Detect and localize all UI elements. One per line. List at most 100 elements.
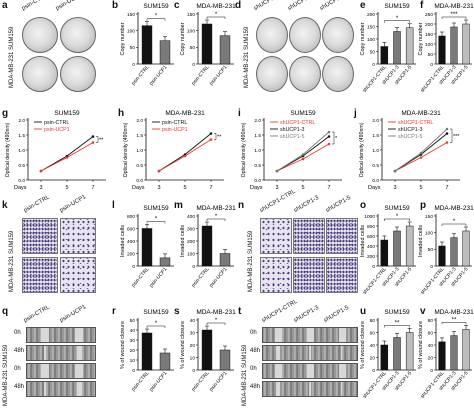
wound-image xyxy=(26,327,96,343)
data-point xyxy=(327,142,331,146)
y-tick-label: 600 xyxy=(367,234,375,240)
chart-title: MDA-MB-231 xyxy=(434,205,474,212)
bar xyxy=(393,230,401,267)
significance-bracket xyxy=(146,325,166,328)
panel-letter-p: p xyxy=(420,200,427,211)
x-tick-label: psin-UCP1 xyxy=(208,64,228,87)
bar xyxy=(450,26,458,65)
bar xyxy=(450,237,458,267)
invasion-membrane xyxy=(260,218,292,254)
y-tick-label: 0 xyxy=(192,368,195,374)
significance-label: * xyxy=(215,318,218,324)
y-tick-label: 0 xyxy=(372,368,375,374)
chart-title: SUM159 xyxy=(290,110,316,117)
data-point xyxy=(157,169,161,173)
colony-dish xyxy=(60,56,96,92)
data-point xyxy=(209,138,213,141)
y-tick-label: 0 xyxy=(132,264,135,270)
x-tick-label: 3 xyxy=(275,185,278,191)
y-tick-label: 400 xyxy=(367,244,375,250)
series-line xyxy=(40,136,94,172)
x-tick-label: 7 xyxy=(91,185,94,191)
y-tick-label: 100 xyxy=(127,28,135,34)
y-tick-label: 20 xyxy=(190,343,196,349)
invasion-membrane xyxy=(293,257,325,293)
bar xyxy=(159,257,171,267)
panel-k-cell-label: MDA-MB-231 SUM159 xyxy=(9,230,15,292)
y-tick-label: 20 xyxy=(370,355,376,361)
y-tick-label: 40 xyxy=(370,343,376,349)
y-tick-label: 300 xyxy=(187,226,195,232)
colony-dish xyxy=(289,56,321,92)
y-tick-label: 100 xyxy=(187,28,195,34)
colony-dish xyxy=(289,17,321,53)
y-axis-label: Copy number xyxy=(120,22,126,55)
chart-title: SUM159 xyxy=(143,205,169,212)
bar xyxy=(141,25,153,65)
data-point xyxy=(445,141,449,144)
y-tick-label: 600 xyxy=(127,226,135,232)
y-tick-label: 100 xyxy=(425,42,433,48)
y-tick-label: 50 xyxy=(370,49,376,55)
bar xyxy=(405,225,414,267)
panel-a-cell-label: MDA-MB-231 SUM159 xyxy=(9,26,15,88)
y-tick-label: 1.5 xyxy=(18,133,25,139)
colony-dish xyxy=(256,56,288,92)
colony-dish xyxy=(256,17,288,53)
invasion-membrane xyxy=(260,257,292,293)
y-tick-label: 200 xyxy=(127,251,135,257)
bar xyxy=(380,344,389,371)
x-tick-label: 5 xyxy=(183,185,186,191)
wound-image xyxy=(26,363,96,379)
y-axis-label: Invaded cells xyxy=(180,225,186,257)
panel-letter-e: e xyxy=(360,0,366,11)
data-point xyxy=(91,141,95,144)
chart-s: MDA-MB-231 % of wound closure 0 10 20 30 40 psi… xyxy=(180,309,236,393)
y-tick-label: 1.0 xyxy=(372,148,379,154)
significance-bracket xyxy=(441,16,467,19)
significance-label: * xyxy=(396,214,399,220)
data-point xyxy=(275,169,279,173)
data-point xyxy=(327,135,331,138)
significance-bracket xyxy=(441,223,467,226)
y-tick-label: 200 xyxy=(425,22,433,28)
y-tick-label: 150 xyxy=(127,12,135,18)
significance-label: ** xyxy=(217,135,222,141)
bar xyxy=(462,230,470,267)
legend-label: psin-CTRL xyxy=(162,120,187,126)
colony-dish xyxy=(60,17,96,53)
significance-label: * xyxy=(155,321,158,327)
y-tick-label: 50 xyxy=(130,45,136,51)
significance-bracket xyxy=(206,322,226,325)
y-tick-label: 0.5 xyxy=(18,163,25,169)
colony-dish xyxy=(322,17,354,53)
y-tick-label: 60 xyxy=(370,330,376,336)
panel-a-label-ucp1: psin-UCP1 xyxy=(55,0,84,12)
y-tick-label: 20 xyxy=(130,348,136,354)
invasion-membrane xyxy=(326,218,358,254)
y-tick-label: 50 xyxy=(428,247,434,253)
panel-letter-v: v xyxy=(420,306,426,317)
y-tick-label: 0 xyxy=(372,62,375,68)
y-axis-label: Copy number xyxy=(418,22,424,55)
y-tick-label: 0 xyxy=(372,264,375,270)
bar xyxy=(438,35,446,65)
y-tick-label: 0 xyxy=(192,62,195,68)
y-tick-label: 200 xyxy=(367,12,375,18)
series-line xyxy=(158,133,212,172)
y-tick-label: 1.5 xyxy=(254,133,261,139)
data-point xyxy=(209,132,213,135)
y-axis-label: % of wound closure xyxy=(418,321,424,369)
significance-bracket xyxy=(384,325,410,328)
significance-label: * xyxy=(453,219,456,225)
legend-label: shUCP1-3 xyxy=(398,127,422,133)
y-tick-label: 250 xyxy=(425,12,433,18)
y-tick-label: 50 xyxy=(130,318,136,324)
panel-letter-k: k xyxy=(2,200,8,211)
y-tick-label: 1.0 xyxy=(254,148,261,154)
y-tick-label: 0.0 xyxy=(18,178,25,184)
wound-row-label: 48h xyxy=(250,384,261,390)
data-point xyxy=(301,157,305,161)
